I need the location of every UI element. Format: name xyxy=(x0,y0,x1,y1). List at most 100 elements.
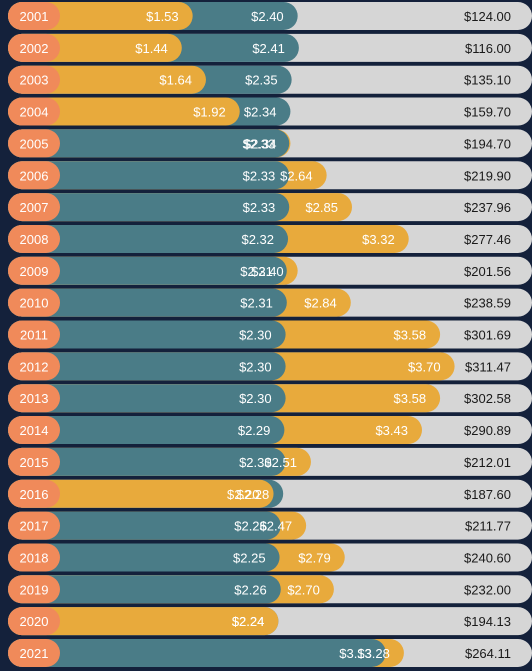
year-pill xyxy=(8,511,60,540)
data-label-series-b: $2.34 xyxy=(244,136,277,151)
category-label: 2019 xyxy=(20,582,49,597)
data-label-series-b: $1.44 xyxy=(135,41,168,56)
data-label-series-a: $2.41 xyxy=(252,41,285,56)
category-label: 2005 xyxy=(20,136,49,151)
year-pill xyxy=(8,193,60,222)
data-label-series-a: $2.25 xyxy=(233,550,266,565)
category-label: 2015 xyxy=(20,455,49,470)
data-label-series-b: $2.84 xyxy=(304,296,337,311)
total-label: $201.56 xyxy=(464,264,511,279)
data-label-series-b: $2.47 xyxy=(260,519,293,534)
bar-series-a xyxy=(8,256,287,285)
total-label: $116.00 xyxy=(465,41,511,56)
category-label: 2010 xyxy=(20,296,49,311)
category-label: 2013 xyxy=(20,391,49,406)
data-label-series-a: $2.26 xyxy=(234,519,267,534)
total-label: $187.60 xyxy=(464,487,511,502)
data-label-series-a: $2.31 xyxy=(240,296,273,311)
data-label-series-a: $2.35 xyxy=(245,73,278,88)
bar-series-b xyxy=(8,97,240,126)
year-pill xyxy=(8,65,60,94)
bar-series-a xyxy=(8,129,290,158)
data-label-series-a: $2.33 xyxy=(243,136,276,151)
total-label: $232.00 xyxy=(464,582,511,597)
total-label: $159.70 xyxy=(464,105,511,120)
data-label-series-a: $2.26 xyxy=(234,582,267,597)
total-label: $311.47 xyxy=(465,359,511,374)
total-label: $219.90 xyxy=(464,168,511,183)
bar-series-a xyxy=(8,320,286,349)
year-pill xyxy=(8,129,60,158)
data-label-series-b: $3.32 xyxy=(362,232,395,247)
category-label: 2007 xyxy=(20,200,49,215)
data-label-series-a: $2.30 xyxy=(239,359,272,374)
category-label: 2021 xyxy=(20,646,49,661)
data-label-series-b: $3.58 xyxy=(394,391,427,406)
bar-series-a xyxy=(8,447,286,476)
data-label-series-a: $3.13 xyxy=(339,646,372,661)
bar-series-b xyxy=(8,607,279,636)
category-label: 2018 xyxy=(20,550,49,565)
data-label-series-a: $2.33 xyxy=(243,200,276,215)
data-label-series-b: $2.85 xyxy=(305,200,338,215)
year-pill xyxy=(8,288,60,317)
data-label-series-a: $2.30 xyxy=(239,455,272,470)
category-label: 2017 xyxy=(20,519,49,534)
year-pill xyxy=(8,97,60,126)
bar-series-a xyxy=(8,543,280,572)
total-label: $302.58 xyxy=(464,391,511,406)
category-label: 2012 xyxy=(20,359,49,374)
data-label-series-b: $1.64 xyxy=(159,73,192,88)
year-pill xyxy=(8,447,60,476)
year-pill xyxy=(8,2,60,30)
category-label: 2008 xyxy=(20,232,49,247)
data-label-series-b: $2.51 xyxy=(264,455,297,470)
year-pill xyxy=(8,575,60,604)
data-label-series-b: $2.64 xyxy=(280,168,313,183)
data-label-series-b: $2.70 xyxy=(287,582,320,597)
total-label: $237.96 xyxy=(464,200,511,215)
category-label: 2009 xyxy=(20,264,49,279)
category-label: 2016 xyxy=(20,487,49,502)
category-label: 2011 xyxy=(20,328,48,343)
data-label-series-b: $1.53 xyxy=(146,9,179,24)
data-label-series-a: $2.40 xyxy=(251,9,284,24)
total-label: $212.01 xyxy=(464,455,511,470)
total-label: $124.00 xyxy=(464,9,511,24)
year-pill xyxy=(8,352,60,381)
year-pill xyxy=(8,479,60,508)
bar-series-a xyxy=(8,639,386,667)
year-pill xyxy=(8,33,60,62)
data-label-series-a: $2.28 xyxy=(237,487,270,502)
bar-series-a xyxy=(8,193,290,222)
data-label-series-a: $2.32 xyxy=(241,232,274,247)
data-label-series-a: $2.30 xyxy=(239,391,272,406)
year-pill xyxy=(8,543,60,572)
category-label: 2006 xyxy=(20,168,49,183)
bar-series-a xyxy=(8,416,285,445)
total-label: $238.59 xyxy=(464,296,511,311)
year-pill xyxy=(8,416,60,445)
category-label: 2014 xyxy=(20,423,49,438)
data-label-series-b: $3.58 xyxy=(394,328,427,343)
total-label: $277.46 xyxy=(464,232,511,247)
total-label: $135.10 xyxy=(464,73,511,88)
bar-series-a xyxy=(8,511,281,540)
data-label-series-a: $2.30 xyxy=(239,328,272,343)
data-label-series-b: $2.24 xyxy=(232,614,265,629)
category-label: 2001 xyxy=(20,9,49,24)
category-label: 2020 xyxy=(20,614,49,629)
total-label: $264.11 xyxy=(465,646,511,661)
data-label-series-a: $2.31 xyxy=(240,264,273,279)
data-label-series-b: $2.40 xyxy=(251,264,284,279)
bar-series-a xyxy=(8,384,286,413)
year-pill xyxy=(8,607,60,636)
data-label-series-b: $1.92 xyxy=(193,105,226,120)
total-label: $194.70 xyxy=(464,136,511,151)
year-pill xyxy=(8,161,60,190)
category-label: 2004 xyxy=(20,105,49,120)
data-label-series-b: $3.28 xyxy=(357,646,390,661)
data-label-series-b: $2.20 xyxy=(227,487,260,502)
total-label: $290.89 xyxy=(464,423,511,438)
